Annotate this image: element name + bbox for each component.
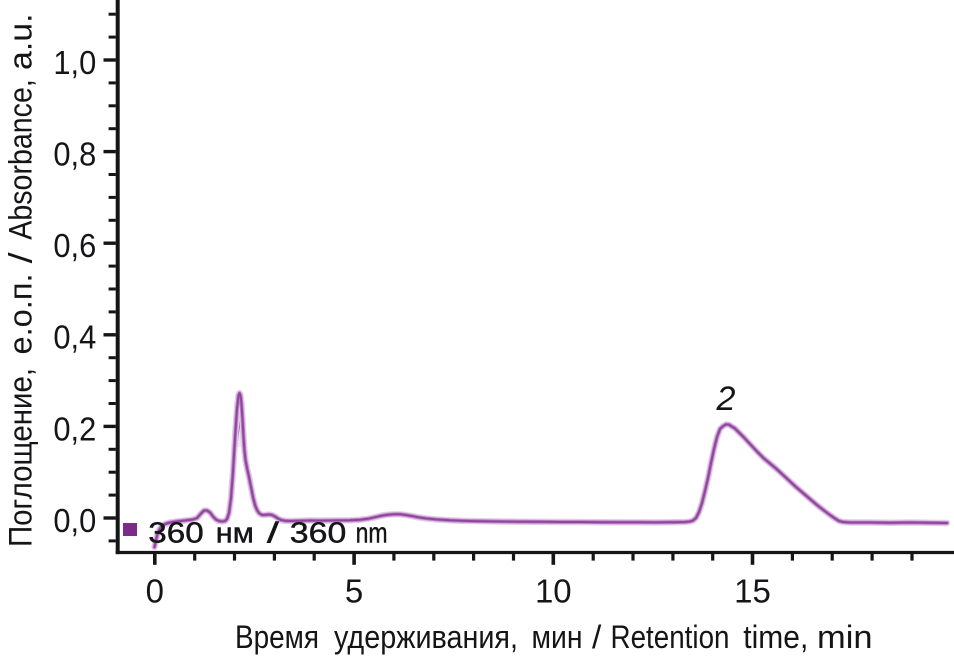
svg-text:е.о.п.: е.о.п.: [3, 274, 39, 355]
svg-text:0,0: 0,0: [53, 502, 96, 539]
svg-text:360: 360: [148, 517, 203, 549]
svg-text:Поглощение,: Поглощение,: [3, 368, 39, 547]
svg-text:time,: time,: [743, 619, 808, 655]
svg-text:Retention: Retention: [611, 619, 730, 655]
svg-text:мин: мин: [532, 619, 583, 655]
svg-text:0,8: 0,8: [53, 136, 96, 173]
svg-text:/: /: [3, 252, 39, 263]
svg-text:0,4: 0,4: [53, 319, 96, 356]
svg-text:Время: Время: [235, 619, 319, 655]
svg-text:нм: нм: [216, 517, 254, 549]
svg-text:10: 10: [535, 572, 572, 609]
svg-text:2: 2: [716, 380, 736, 418]
svg-text:a.u.: a.u.: [3, 14, 39, 71]
svg-text:удерживания,: удерживания,: [334, 619, 518, 655]
svg-text:0,2: 0,2: [53, 410, 96, 447]
svg-text:5: 5: [345, 572, 363, 609]
svg-text:360: 360: [290, 517, 347, 549]
svg-text:1,0: 1,0: [53, 44, 96, 81]
svg-text:0,6: 0,6: [53, 227, 96, 264]
svg-text:/: /: [592, 619, 601, 655]
svg-text:min: min: [817, 619, 873, 655]
svg-text:15: 15: [734, 572, 771, 609]
svg-text:Absorbance,: Absorbance,: [3, 79, 39, 240]
svg-text:nm: nm: [356, 517, 388, 549]
svg-text:/: /: [267, 517, 280, 549]
svg-text:0: 0: [146, 572, 164, 609]
